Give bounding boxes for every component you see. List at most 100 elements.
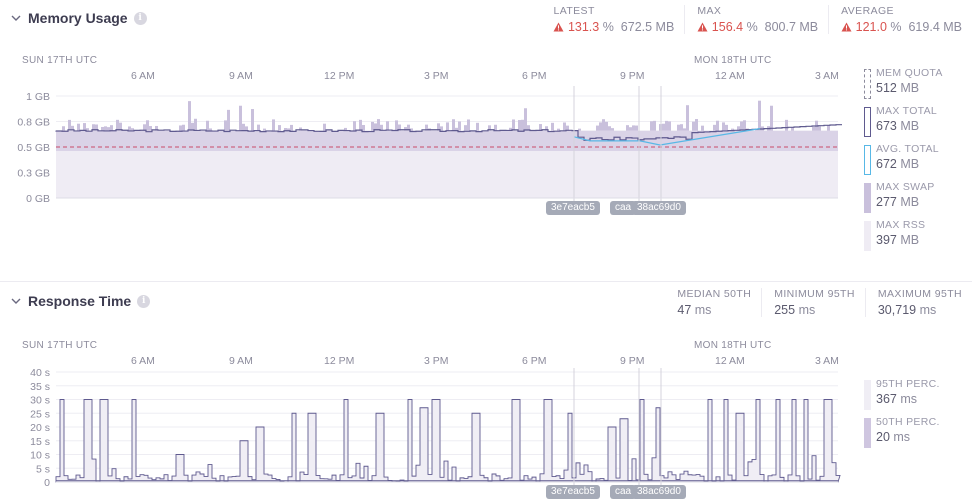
memory-spike-bar bbox=[677, 124, 680, 131]
legend-swatch bbox=[864, 145, 871, 175]
memory-spike-bar bbox=[602, 119, 605, 131]
memory-spike-bar bbox=[701, 125, 704, 131]
deploy-marker-caa[interactable]: caa bbox=[610, 201, 637, 215]
stat-number: 255 bbox=[774, 303, 796, 317]
legend-avg-total[interactable]: AVG. TOTAL 672 MB bbox=[864, 143, 943, 181]
legend-max-swap[interactable]: MAX SWAP 277 MB bbox=[864, 181, 943, 219]
legend-value-num: 397 bbox=[876, 233, 897, 247]
memory-spike-bar bbox=[128, 126, 131, 131]
memory-spike-bar bbox=[626, 125, 629, 131]
memory-spike-bar bbox=[695, 119, 698, 131]
deploy-marker-38ac69d0[interactable]: 38ac69d0 bbox=[632, 485, 686, 499]
legend-value: 672 MB bbox=[876, 157, 943, 171]
y-tick-label: 25 s bbox=[30, 408, 50, 420]
memory-spike-bar bbox=[194, 118, 197, 131]
memory-spike-bar bbox=[131, 128, 134, 131]
legend-value-unit: MB bbox=[900, 157, 920, 171]
memory-spike-bar bbox=[464, 125, 467, 131]
legend-mem-quota[interactable]: MEM QUOTA 512 MB bbox=[864, 67, 943, 105]
stat-label: MINIMUM 95TH bbox=[774, 288, 855, 300]
chevron-down-icon[interactable] bbox=[10, 295, 22, 307]
response-legend: 95TH PERC. 367 ms 50TH PERC. 20 ms bbox=[864, 378, 940, 454]
memory-spike-bar bbox=[272, 119, 275, 131]
warning-icon bbox=[553, 22, 564, 32]
legend-p50[interactable]: 50TH PERC. 20 ms bbox=[864, 416, 940, 454]
memory-spike-bar bbox=[425, 124, 428, 131]
deploy-marker-3e7eacb5[interactable]: 3e7eacb5 bbox=[546, 485, 600, 499]
memory-spike-bar bbox=[716, 120, 719, 131]
hour-tick: 9 AM bbox=[229, 355, 253, 367]
memory-spike-bar bbox=[827, 125, 830, 131]
memory-spike-bar bbox=[665, 120, 668, 131]
chevron-down-icon[interactable] bbox=[10, 12, 22, 24]
memory-chart[interactable]: 1 GB 0.8 GB 0.5 GB 0.3 GB 0 GB bbox=[0, 86, 860, 204]
memory-spike-bar bbox=[545, 126, 548, 131]
legend-p95[interactable]: 95TH PERC. 367 ms bbox=[864, 378, 940, 416]
memory-spike-bar bbox=[95, 124, 98, 131]
memory-usage-title: Memory Usage bbox=[28, 10, 128, 26]
memory-spike-bar bbox=[494, 124, 497, 131]
legend-value-unit: MB bbox=[900, 195, 920, 209]
y-tick-label: 20 s bbox=[30, 422, 50, 434]
memory-spike-bar bbox=[668, 121, 671, 131]
memory-usage-header[interactable]: Memory Usage i bbox=[10, 10, 147, 26]
stat-unit: ms bbox=[798, 303, 816, 317]
legend-value-num: 20 bbox=[876, 430, 890, 444]
response-chart[interactable]: 40 s 35 s 30 s25 s 20 s 15 s 10 s5 s 0 bbox=[0, 368, 860, 486]
memory-spike-bar bbox=[287, 128, 290, 131]
response-stat-median: MEDIAN 50TH 47 ms bbox=[665, 288, 761, 317]
memory-spike-bar bbox=[146, 120, 149, 131]
legend-max-rss[interactable]: MAX RSS 397 MB bbox=[864, 219, 943, 257]
memory-usage-panel: Memory Usage i LATEST 131.3 % 672.5 MB M… bbox=[0, 5, 972, 282]
response-time-header[interactable]: Response Time i bbox=[10, 293, 151, 309]
memory-spike-bar bbox=[692, 121, 695, 131]
memory-spike-bar bbox=[743, 120, 746, 131]
legend-swatch bbox=[864, 107, 871, 137]
memory-spike-bar bbox=[452, 119, 455, 131]
legend-label: MAX RSS bbox=[876, 219, 926, 231]
deploy-marker-38ac69d0[interactable]: 38ac69d0 bbox=[632, 201, 686, 215]
info-icon[interactable]: i bbox=[133, 11, 147, 25]
memory-spike-bar bbox=[182, 124, 185, 131]
stat-amount: 672.5 MB bbox=[620, 20, 675, 34]
response-time-panel: Response Time i MEDIAN 50TH 47 ms MINIMU… bbox=[0, 283, 972, 503]
memory-spike-bar bbox=[374, 123, 377, 131]
memory-spike-bar bbox=[518, 120, 521, 131]
memory-spike-bar bbox=[527, 125, 530, 131]
deploy-marker-3e7eacb5[interactable]: 3e7eacb5 bbox=[546, 201, 600, 215]
stat-value: 255 ms bbox=[774, 303, 855, 317]
stat-percent: 131.3 bbox=[567, 20, 600, 34]
warning-icon bbox=[841, 22, 852, 32]
memory-spike-bar bbox=[239, 105, 242, 131]
memory-spike-bar bbox=[818, 126, 821, 131]
memory-spike-bar bbox=[155, 125, 158, 131]
y-tick-label: 30 s bbox=[30, 395, 50, 407]
legend-value: 673 MB bbox=[876, 119, 943, 133]
info-icon[interactable]: i bbox=[137, 294, 151, 308]
memory-spike-bar bbox=[521, 119, 524, 131]
legend-label: MAX TOTAL bbox=[876, 105, 938, 117]
legend-swatch bbox=[864, 380, 871, 410]
memory-spike-bar bbox=[791, 127, 794, 131]
memory-spike-bar bbox=[104, 126, 107, 131]
memory-spike-bar bbox=[188, 101, 191, 131]
stat-number: 47 bbox=[677, 303, 692, 317]
hour-tick: 12 PM bbox=[324, 70, 355, 82]
deploy-marker-caa[interactable]: caa bbox=[610, 485, 637, 499]
memory-spike-bar bbox=[680, 124, 683, 131]
max-total-line bbox=[55, 124, 842, 141]
legend-value-unit: MB bbox=[900, 119, 920, 133]
memory-spike-bar bbox=[209, 128, 212, 131]
memory-spike-bar bbox=[110, 125, 113, 131]
memory-time-axis: SUN 17TH UTC MON 18TH UTC 6 AM 9 AM 12 P… bbox=[0, 55, 860, 85]
memory-spike-bar bbox=[812, 126, 815, 131]
stat-amount: 619.4 MB bbox=[908, 20, 962, 34]
memory-spike-bar bbox=[563, 122, 566, 131]
memory-spike-bar bbox=[488, 125, 491, 131]
response-time-axis: SUN 17TH UTC MON 18TH UTC 6 AM 9 AM 12 P… bbox=[0, 340, 860, 370]
legend-max-total[interactable]: MAX TOTAL 673 MB bbox=[864, 105, 943, 143]
memory-spike-bar bbox=[323, 123, 326, 131]
memory-spike-bar bbox=[653, 120, 656, 131]
y-tick-label: 0.3 GB bbox=[17, 168, 50, 180]
legend-value-num: 512 bbox=[876, 81, 897, 95]
